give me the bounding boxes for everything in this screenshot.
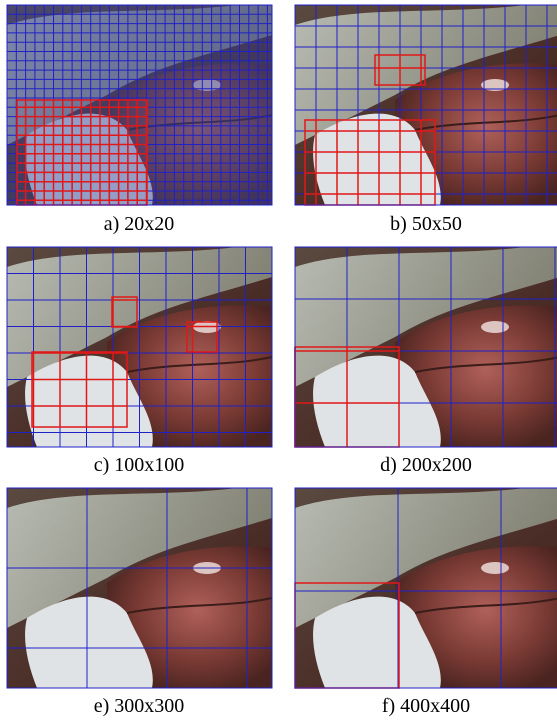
caption: a) 20x20 — [104, 213, 175, 235]
caption: e) 300x300 — [94, 695, 185, 717]
caption: c) 100x100 — [94, 454, 185, 476]
panel-border — [294, 246, 557, 448]
panel-border — [6, 4, 273, 206]
panels — [6, 4, 557, 689]
image-panel — [294, 246, 557, 448]
surgical-image — [294, 487, 557, 689]
selected-cells — [304, 119, 436, 206]
selected-cells — [31, 351, 128, 428]
selected-cells — [16, 99, 148, 206]
surgical-image — [6, 487, 273, 689]
caption: f) 400x400 — [382, 695, 470, 717]
selected-cells — [374, 54, 426, 86]
image-panel — [6, 4, 273, 206]
selected-cells — [111, 296, 138, 328]
grid — [295, 488, 557, 688]
selected-region — [31, 351, 128, 428]
image-panel — [294, 4, 557, 206]
grid — [7, 488, 272, 688]
caption: d) 200x200 — [380, 454, 472, 476]
image-panel — [6, 246, 273, 448]
panel-border — [6, 246, 273, 448]
selected-region — [186, 321, 218, 353]
selected-cells — [186, 321, 218, 353]
image-panel — [6, 487, 273, 689]
panel-border — [294, 4, 557, 206]
surgical-image — [294, 4, 557, 206]
heatmap-tint — [7, 5, 272, 205]
caption: b) 50x50 — [390, 213, 462, 235]
image-panel — [294, 487, 557, 689]
panel-border — [6, 487, 273, 689]
panel-border — [294, 487, 557, 689]
